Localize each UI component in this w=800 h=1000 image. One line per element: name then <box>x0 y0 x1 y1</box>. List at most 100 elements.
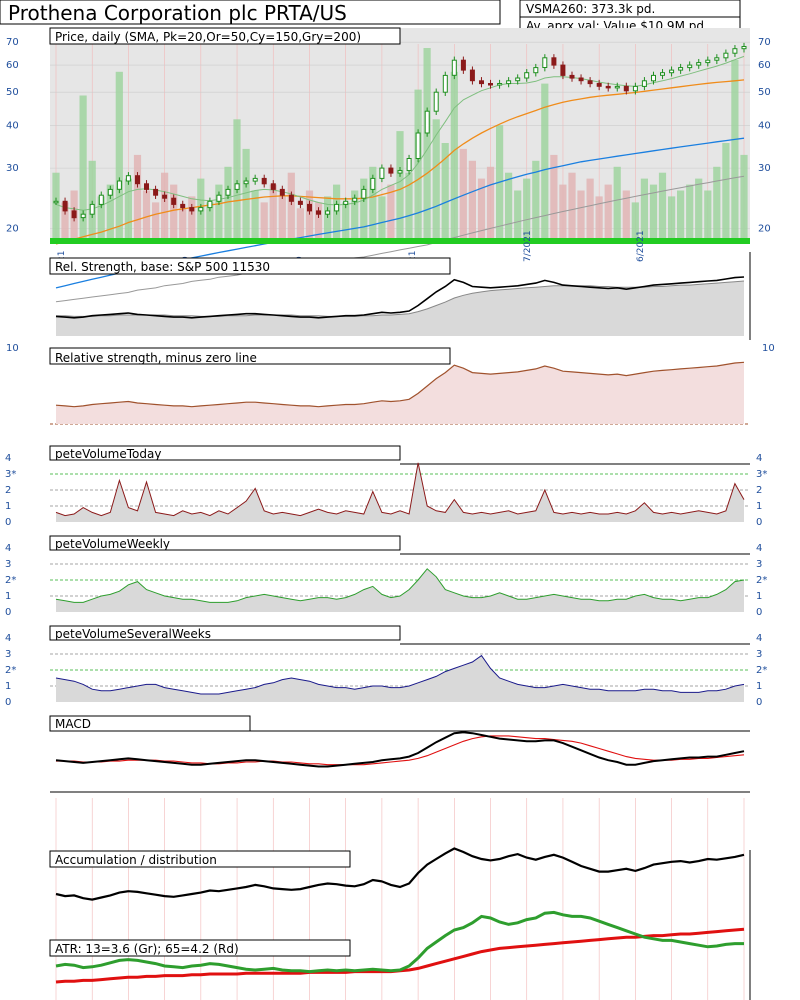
pvw-tick-right: 1 <box>756 591 762 602</box>
volume-bar <box>152 202 160 238</box>
price-candle-body <box>623 85 629 92</box>
volume-bar <box>640 178 648 238</box>
price-date-label: 21 <box>57 251 67 262</box>
volume-bar <box>188 196 196 238</box>
volume-bar <box>477 178 486 238</box>
rel-strength-line <box>55 276 745 319</box>
price-candle-body <box>488 83 493 86</box>
pvsw-ticks: 0 0 1 1 2* 2* 3 3 4 4 <box>5 633 767 708</box>
price-candle-body <box>669 69 675 74</box>
atr-label: ATR: 13=3.6 (Gr); 65=4.2 (Rd) <box>55 942 239 956</box>
pvsw-tick-right: 0 <box>756 697 762 708</box>
volume-bar <box>668 196 676 238</box>
price-panel-label: Price, daily (SMA, Pk=20,Or=50,Cy=150,Gr… <box>55 30 361 44</box>
price-candle-body <box>98 194 104 205</box>
price-candle-body <box>479 80 484 85</box>
price-tick-right: 40 <box>758 120 771 131</box>
volume-bar <box>342 202 350 238</box>
volume-bar <box>287 172 295 238</box>
volume-bar <box>695 178 703 238</box>
volume-bar <box>486 166 495 238</box>
price-candle-body <box>451 59 457 76</box>
price-candle-body <box>216 194 222 202</box>
volume-bar <box>161 172 169 238</box>
volume-bar <box>532 160 540 238</box>
macd-line <box>55 731 745 768</box>
price-candle-body <box>469 69 475 82</box>
price-tick-left: 70 <box>6 37 19 48</box>
price-candle-body <box>325 210 331 215</box>
sma50-line <box>55 79 745 245</box>
price-candle-body <box>533 67 539 74</box>
price-candle-body <box>696 62 702 66</box>
macd-label-box <box>49 715 251 732</box>
pvt-tick-left: 3* <box>5 469 16 480</box>
price-candle-body <box>116 180 122 190</box>
volume-bar <box>296 208 304 238</box>
atr-label-box <box>49 939 351 957</box>
rsmz-area <box>56 362 744 424</box>
volume-bar <box>124 178 132 238</box>
pvt-label-box <box>49 445 401 461</box>
price-candle-body <box>732 48 738 54</box>
price-candle-body <box>234 183 240 190</box>
pvsw-line <box>55 654 745 695</box>
pvsw-tick-left: 4 <box>5 633 11 644</box>
macd-panel: MACD <box>49 715 750 793</box>
chart-title: Prothena Corporation plc PRTA/US <box>8 1 347 25</box>
volume-bar <box>740 154 748 238</box>
price-candle-body <box>506 80 512 85</box>
price-date-label: 21 <box>408 251 418 262</box>
volume-bar <box>459 148 467 238</box>
pvw-label-box <box>49 535 401 551</box>
pvsw-grid <box>50 643 750 687</box>
sma20-line <box>55 55 745 211</box>
price-axis-ticks: 20 20 30 30 40 40 50 50 60 60 70 70 <box>6 37 771 234</box>
price-candle-body <box>551 57 557 66</box>
accum-dist-label: Accumulation / distribution <box>55 853 217 867</box>
price-candle-body <box>578 77 584 82</box>
price-candle-body <box>370 177 376 190</box>
pvsw-area <box>56 655 744 702</box>
rsmz-label: Relative strength, minus zero line <box>55 351 257 365</box>
volume-bar <box>423 48 431 238</box>
price-candle-body <box>641 80 647 87</box>
price-candle-body <box>542 57 548 68</box>
volume-bar <box>88 160 96 238</box>
pvt-tick-left: 2 <box>5 485 11 496</box>
volume-bar <box>133 154 142 238</box>
volume-bar <box>115 71 123 238</box>
volume-bar <box>577 190 585 238</box>
price-label-box <box>49 27 401 45</box>
accum-atr-panel: Accumulation / distribution ATR: 13=3.6 … <box>49 798 751 1000</box>
price-candle-body <box>587 80 593 85</box>
volume-bar <box>713 166 721 238</box>
volume-bar <box>704 190 712 238</box>
pvsw-tick-left: 3 <box>5 649 11 660</box>
volume-bar <box>649 184 658 238</box>
atr13-line <box>55 910 744 974</box>
price-baseline-bar <box>50 238 750 244</box>
macd-label: MACD <box>55 717 91 731</box>
volume-bar <box>731 59 739 239</box>
pvt-tick-right: 4 <box>756 453 762 464</box>
price-tick-left: 40 <box>6 120 19 131</box>
pvt-tick-left: 4 <box>5 453 11 464</box>
price-candle-body <box>198 207 204 212</box>
volume-bar <box>242 148 250 238</box>
volume-bar <box>378 196 386 238</box>
price-candle-body <box>705 59 711 64</box>
price-candle-body <box>125 175 131 182</box>
pvsw-tick-left: 1 <box>5 681 11 692</box>
price-candle-body <box>651 74 656 82</box>
pvw-ticks: 0 0 1 1 2* 2* 3 3 4 4 <box>5 543 767 618</box>
price-candle-body <box>180 203 186 209</box>
pvw-tick-left: 1 <box>5 591 11 602</box>
rel-strength-ma-line <box>56 280 745 317</box>
price-date-label: 7/2021 <box>523 230 533 262</box>
price-candle-body <box>135 175 140 185</box>
price-candle-body <box>53 200 59 204</box>
price-tick-right: 30 <box>758 163 771 174</box>
price-candle-body <box>343 200 349 205</box>
volume-bar <box>61 202 69 238</box>
